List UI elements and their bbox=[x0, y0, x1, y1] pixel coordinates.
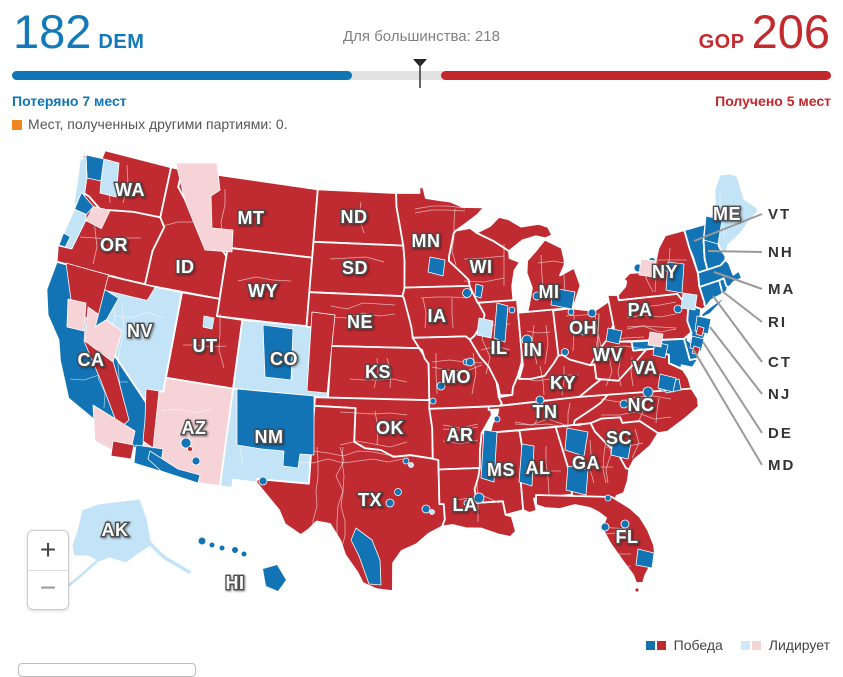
svg-text:AR: AR bbox=[447, 425, 474, 445]
svg-text:IN: IN bbox=[524, 340, 543, 360]
svg-text:MN: MN bbox=[412, 231, 441, 251]
svg-text:FL: FL bbox=[616, 527, 639, 547]
svg-text:NM: NM bbox=[255, 427, 284, 447]
svg-text:CT: CT bbox=[768, 354, 792, 371]
svg-text:NE: NE bbox=[347, 312, 373, 332]
svg-text:NJ: NJ bbox=[768, 386, 791, 403]
svg-text:HI: HI bbox=[226, 573, 245, 593]
svg-text:TX: TX bbox=[358, 490, 382, 510]
svg-text:VA: VA bbox=[633, 358, 658, 378]
svg-text:KS: KS bbox=[365, 362, 391, 382]
svg-text:ME: ME bbox=[713, 204, 741, 224]
svg-text:VT: VT bbox=[768, 206, 791, 223]
svg-text:OR: OR bbox=[100, 235, 128, 255]
svg-text:OK: OK bbox=[376, 418, 404, 438]
svg-text:WY: WY bbox=[248, 281, 278, 301]
svg-text:CA: CA bbox=[78, 350, 105, 370]
svg-text:AK: AK bbox=[102, 520, 129, 540]
svg-text:MD: MD bbox=[768, 457, 795, 474]
svg-text:IA: IA bbox=[428, 306, 447, 326]
svg-text:WA: WA bbox=[115, 180, 145, 200]
svg-text:RI: RI bbox=[768, 314, 787, 331]
svg-text:TN: TN bbox=[533, 402, 558, 422]
svg-text:NY: NY bbox=[652, 262, 678, 282]
svg-text:CO: CO bbox=[270, 349, 298, 369]
svg-text:MI: MI bbox=[539, 282, 560, 302]
svg-text:MT: MT bbox=[238, 208, 265, 228]
svg-text:LA: LA bbox=[453, 495, 478, 515]
svg-text:DE: DE bbox=[768, 425, 793, 442]
svg-text:MA: MA bbox=[768, 281, 795, 298]
svg-text:NC: NC bbox=[628, 395, 655, 415]
svg-text:SC: SC bbox=[606, 428, 632, 448]
svg-text:WV: WV bbox=[593, 345, 623, 365]
svg-text:AL: AL bbox=[526, 458, 551, 478]
svg-text:ND: ND bbox=[341, 207, 368, 227]
svg-text:NV: NV bbox=[127, 321, 153, 341]
svg-text:PA: PA bbox=[628, 300, 653, 320]
svg-text:GA: GA bbox=[572, 453, 600, 473]
svg-text:UT: UT bbox=[193, 336, 218, 356]
svg-text:SD: SD bbox=[342, 258, 368, 278]
svg-text:ID: ID bbox=[176, 257, 195, 277]
svg-text:WI: WI bbox=[470, 257, 493, 277]
svg-text:OH: OH bbox=[569, 318, 597, 338]
svg-text:IL: IL bbox=[491, 338, 508, 358]
svg-text:KY: KY bbox=[550, 373, 576, 393]
svg-text:AZ: AZ bbox=[182, 418, 207, 438]
svg-text:MS: MS bbox=[487, 460, 515, 480]
svg-text:NH: NH bbox=[768, 244, 794, 261]
svg-text:MO: MO bbox=[441, 367, 471, 387]
